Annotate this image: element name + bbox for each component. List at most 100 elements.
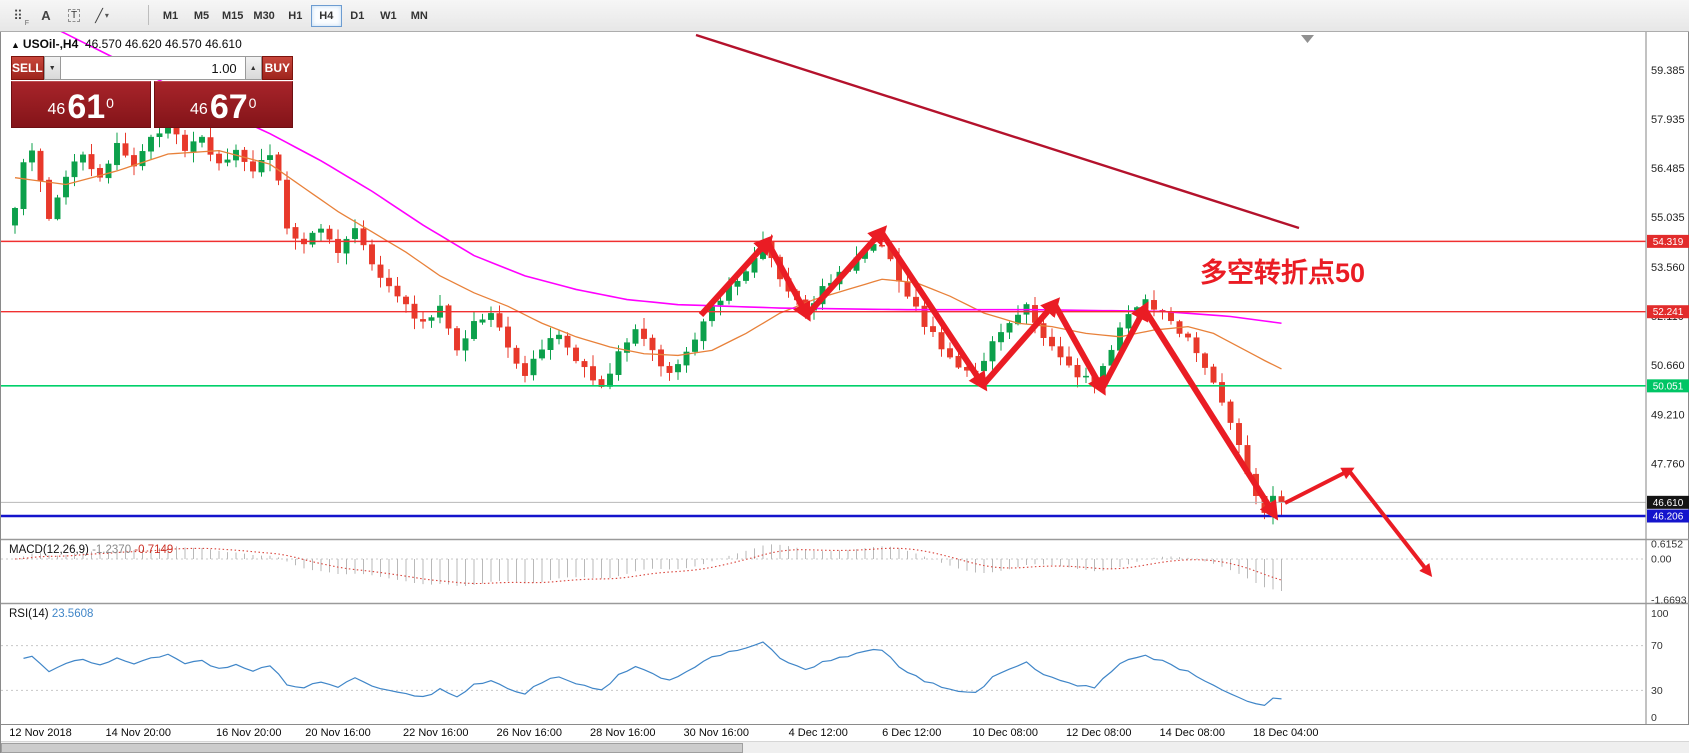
diagonal-line-glyph: ╱ xyxy=(95,7,103,23)
tf-button-M1[interactable]: M1 xyxy=(155,5,186,27)
svg-text:0.00: 0.00 xyxy=(1651,554,1672,566)
tf-button-H1[interactable]: H1 xyxy=(280,5,311,27)
price-badge-52.241 xyxy=(1647,305,1689,319)
one-click-trade-widget: SELL ▼ ▲ BUY 46 61 0 46 67 0 xyxy=(11,56,293,128)
time-axis-label: 18 Dec 04:00 xyxy=(1253,727,1319,739)
sell-button[interactable]: SELL xyxy=(11,56,44,80)
horizontal-scrollbar xyxy=(1,741,1689,753)
chart-ohlc-title: ▲ USOil-,H4 46.570 46.620 46.570 46.610 xyxy=(11,37,242,51)
svg-text:50.660: 50.660 xyxy=(1651,360,1685,372)
svg-text:49.210: 49.210 xyxy=(1651,409,1685,421)
ask-prefix: 46 xyxy=(190,101,208,118)
price-badge-50.051 xyxy=(1647,379,1689,393)
svg-text:46.610: 46.610 xyxy=(1653,498,1684,509)
ask-pip-digit: 0 xyxy=(248,95,257,111)
text-tool-icon[interactable]: T xyxy=(60,4,88,28)
price-badge-46.610 xyxy=(1647,495,1689,509)
time-axis-label: 30 Nov 16:00 xyxy=(683,727,749,739)
price-badge-54.319 xyxy=(1647,234,1689,248)
rsi-layer xyxy=(23,641,1282,707)
separators-layer xyxy=(1,32,1689,724)
chevron-down-icon: ▾ xyxy=(104,11,109,20)
bid-prefix: 46 xyxy=(47,101,66,118)
scrollbar-thumb[interactable] xyxy=(1,743,743,753)
time-axis-label: 12 Nov 2018 xyxy=(9,727,72,739)
annotation-arrow[interactable] xyxy=(698,235,774,318)
volume-input[interactable] xyxy=(60,56,245,80)
svg-text:-1.6693: -1.6693 xyxy=(1651,594,1687,606)
svg-text:53.560: 53.560 xyxy=(1651,262,1685,274)
volume-up-button[interactable]: ▲ xyxy=(244,56,262,80)
time-axis-label: 28 Nov 16:00 xyxy=(590,727,656,739)
tf-button-W1[interactable]: W1 xyxy=(373,5,404,27)
toolbar-separator xyxy=(148,4,149,25)
bid-quote[interactable]: 46 61 0 xyxy=(11,81,151,128)
tf-button-H4[interactable]: H4 xyxy=(310,4,342,27)
high-value: 46.620 xyxy=(124,37,162,51)
volume-stepper: ▼ ▲ xyxy=(43,56,262,80)
time-axis-label: 22 Nov 16:00 xyxy=(403,727,469,739)
svg-text:46.206: 46.206 xyxy=(1653,512,1684,523)
tf-button-M30[interactable]: M30 xyxy=(248,5,279,27)
price-chart[interactable]: 59.38557.93556.48555.03553.56052.11050.6… xyxy=(1,32,1689,724)
annotation-arrow[interactable] xyxy=(1142,308,1279,521)
svg-text:57.935: 57.935 xyxy=(1651,114,1685,126)
bid-pip-digit: 0 xyxy=(106,95,114,111)
annotation-arrow[interactable] xyxy=(879,231,988,392)
tf-button-D1[interactable]: D1 xyxy=(342,5,373,27)
keypad-grid-icon[interactable]: ⠿ F xyxy=(4,4,32,28)
svg-text:56.485: 56.485 xyxy=(1651,163,1685,175)
annotation-layer: 多空转折点50 xyxy=(698,225,1433,578)
top-toolbar: ⠿ F A T ╱ ▾ M1 M5 M15 M30 H1 H4 D1 W1 MN xyxy=(0,0,1689,32)
low-value: 46.570 xyxy=(165,37,202,51)
svg-text:0.6152: 0.6152 xyxy=(1651,538,1683,550)
ask-quote[interactable]: 46 67 0 xyxy=(153,81,293,128)
annotation-arrow[interactable] xyxy=(765,241,811,322)
volume-down-button[interactable]: ▼ xyxy=(43,56,61,80)
svg-text:55.035: 55.035 xyxy=(1651,212,1685,224)
buy-button[interactable]: BUY xyxy=(261,56,293,80)
svg-text:MACD(12,26,9) -1.2370 -0.7149: MACD(12,26,9) -1.2370 -0.7149 xyxy=(9,544,173,556)
annotation-arrow[interactable] xyxy=(1348,470,1433,578)
svg-text:RSI(14) 23.5608: RSI(14) 23.5608 xyxy=(9,608,93,620)
chart-window: 59.38557.93556.48555.03553.56052.11050.6… xyxy=(0,32,1689,753)
tf-button-M5[interactable]: M5 xyxy=(186,5,217,27)
label-tool-icon[interactable]: A xyxy=(32,4,60,28)
time-axis-label: 4 Dec 12:00 xyxy=(788,727,848,739)
axis-labels-layer: 59.38557.93556.48555.03553.56052.11050.6… xyxy=(9,65,1687,724)
annotation-text[interactable]: 多空转折点50 xyxy=(1200,257,1365,288)
time-axis-label: 6 Dec 12:00 xyxy=(882,727,942,739)
annotation-arrow[interactable] xyxy=(1099,301,1149,391)
price-badge-46.206 xyxy=(1647,509,1689,523)
svg-text:54.319: 54.319 xyxy=(1653,237,1684,248)
shapes-tool-icon[interactable]: ╱ ▾ xyxy=(88,4,116,28)
candles-layer xyxy=(12,115,1285,525)
svg-text:0: 0 xyxy=(1651,712,1657,724)
hlines-layer xyxy=(1,240,1646,518)
trendline-layer xyxy=(695,33,1300,230)
tf-button-M15[interactable]: M15 xyxy=(217,5,248,27)
macd-layer xyxy=(14,544,1282,592)
svg-text:70: 70 xyxy=(1651,640,1663,652)
letter-a-glyph: A xyxy=(41,8,51,23)
svg-text:52.241: 52.241 xyxy=(1653,307,1684,318)
tf-button-MN[interactable]: MN xyxy=(404,5,435,27)
time-axis-label: 20 Nov 16:00 xyxy=(305,727,371,739)
price-badges-layer: 46.610 54.319 52.241 50.051 46.206 xyxy=(1647,234,1689,523)
annotation-arrow[interactable] xyxy=(1284,467,1355,505)
timeframe-group: M1 M5 M15 M30 H1 H4 D1 W1 MN xyxy=(142,4,435,27)
svg-text:47.760: 47.760 xyxy=(1651,458,1685,470)
annotation-arrow[interactable] xyxy=(1052,303,1106,396)
annotation-arrow[interactable] xyxy=(980,297,1061,387)
time-axis-label: 26 Nov 16:00 xyxy=(496,727,562,739)
f-key-hint: F xyxy=(24,19,29,27)
time-axis-label: 14 Nov 20:00 xyxy=(105,727,171,739)
chart-shift-marker-icon[interactable] xyxy=(1301,35,1314,43)
time-axis-label: 14 Dec 08:00 xyxy=(1159,727,1225,739)
svg-text:100: 100 xyxy=(1651,608,1669,620)
annotation-arrow[interactable] xyxy=(804,225,888,317)
open-value: 46.570 xyxy=(84,37,122,51)
collapse-triangle-icon[interactable]: ▲ xyxy=(11,40,20,50)
svg-text:50.051: 50.051 xyxy=(1653,381,1684,392)
time-axis-label: 10 Dec 08:00 xyxy=(972,727,1038,739)
